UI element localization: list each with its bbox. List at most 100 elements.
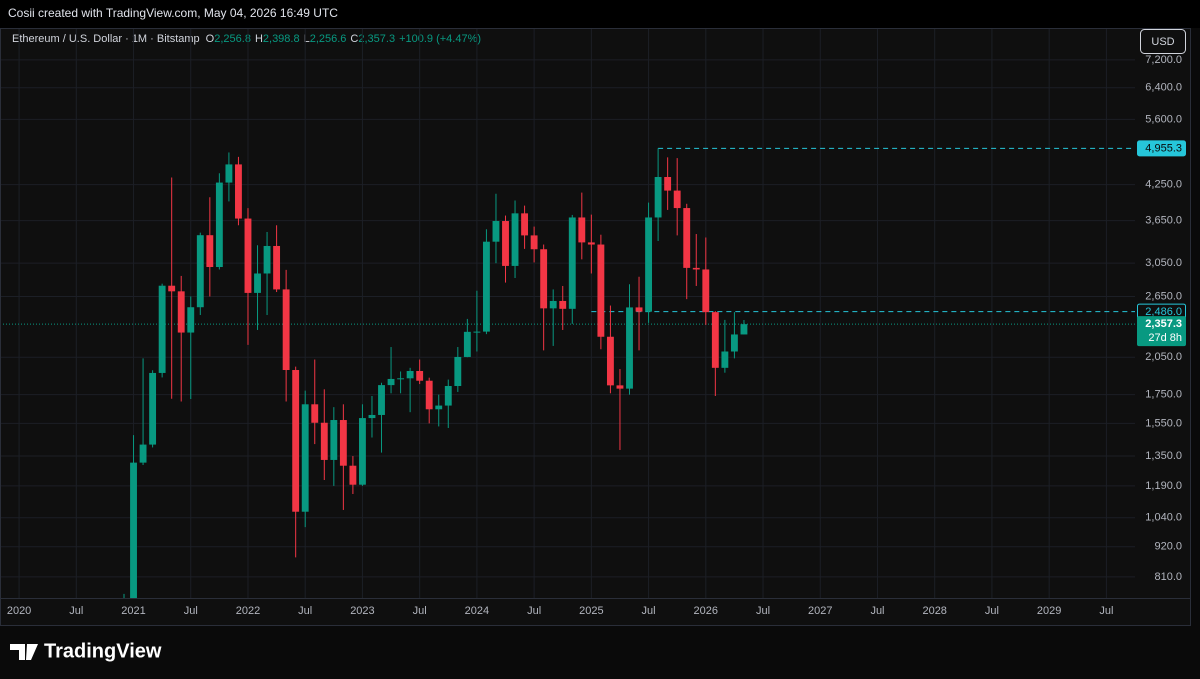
y-tick-label: 4,250.0 — [1145, 179, 1182, 191]
candle-body — [206, 235, 214, 268]
y-tick-label: 3,050.0 — [1145, 257, 1182, 269]
countdown: 27d 8h — [1148, 332, 1182, 344]
candle-body — [254, 273, 261, 293]
candle-body — [587, 242, 595, 245]
candle-body — [635, 307, 643, 312]
candle-body — [511, 213, 519, 266]
ohlc-value: 2,256.8 — [214, 33, 251, 45]
level-label-box — [1137, 140, 1186, 157]
candle-body — [645, 217, 653, 312]
currency-button[interactable] — [1140, 29, 1186, 54]
candle-body — [463, 331, 471, 357]
ohlc-key: H — [255, 33, 263, 45]
candle-body — [158, 285, 166, 373]
x-tick-label: 2021 — [121, 605, 145, 617]
y-tick-label: 920.0 — [1154, 541, 1182, 553]
ohlc-value: 2,256.6 — [310, 33, 347, 45]
candle-body — [149, 372, 157, 445]
level-label: 2,486.0 — [1145, 306, 1182, 318]
candle-body — [664, 177, 672, 191]
x-tick-label: 2024 — [465, 605, 489, 617]
candle-body — [502, 221, 509, 266]
x-tick-label: Jul — [69, 605, 83, 617]
x-tick-label: Jul — [756, 605, 770, 617]
candle-body — [168, 285, 176, 292]
candle-body — [568, 217, 576, 309]
candle-body — [339, 420, 347, 466]
x-tick-label: 2026 — [694, 605, 718, 617]
candle-body — [187, 307, 195, 333]
plot — [1, 29, 1135, 598]
x-tick-label: Jul — [184, 605, 198, 617]
candle-body — [549, 300, 557, 309]
candle-body — [397, 378, 405, 380]
x-tick-label: Jul — [870, 605, 884, 617]
candle-body — [359, 418, 366, 485]
candle-body — [244, 218, 252, 293]
y-tick-label: 1,750.0 — [1145, 389, 1182, 401]
candle-body — [540, 249, 548, 309]
ohlc-key: C — [350, 33, 358, 45]
y-tick-label: 5,600.0 — [1145, 113, 1182, 125]
y-tick-label: 810.0 — [1154, 571, 1182, 583]
x-tick-label: Jul — [642, 605, 656, 617]
y-tick-label: 3,650.0 — [1145, 215, 1182, 227]
candle-body — [368, 414, 376, 419]
candle-body — [435, 405, 443, 410]
x-tick-label: 2028 — [922, 605, 946, 617]
candle-body — [578, 217, 586, 243]
candle-body — [606, 336, 614, 386]
candle-body — [721, 351, 729, 368]
candle-body — [235, 164, 242, 219]
x-tick-label: 2027 — [808, 605, 832, 617]
ohlc-value: 2,398.8 — [263, 33, 300, 45]
candle-body — [139, 444, 147, 463]
level-label: 4,955.3 — [1145, 143, 1182, 155]
candle-body — [215, 182, 223, 268]
candle-body — [521, 213, 529, 236]
y-tick-label: 6,400.0 — [1145, 82, 1182, 94]
currency: USD — [1151, 36, 1174, 48]
candle-body — [740, 324, 748, 335]
x-tick-label: 2022 — [236, 605, 260, 617]
ohlc-value: 2,357.3 — [358, 33, 395, 45]
candle-body — [444, 386, 452, 406]
candle-body — [177, 291, 185, 333]
candle-body — [692, 267, 700, 270]
candle-body — [711, 312, 719, 368]
candle-body — [273, 245, 281, 290]
candle-body — [492, 221, 500, 242]
axes: 7,200.0 6,400.0 5,600.0 4,250.0 3,650.0 3,050… — [7, 54, 1186, 617]
candle-body — [349, 465, 357, 485]
top-bar — [0, 0, 1200, 28]
candle-body — [406, 370, 414, 379]
x-tick-label: Jul — [527, 605, 541, 617]
candle-body — [597, 244, 605, 337]
candle-body — [387, 378, 395, 386]
candle-body — [654, 177, 662, 218]
y-tick-label: 2,050.0 — [1145, 351, 1182, 363]
candle-body — [320, 422, 328, 460]
y-tick-label: 1,550.0 — [1145, 417, 1182, 429]
candle-body — [225, 164, 233, 183]
x-tick-label: 2020 — [7, 605, 31, 617]
candle-body — [482, 241, 490, 332]
x-tick-label: Jul — [1099, 605, 1113, 617]
candle-body — [425, 380, 433, 410]
candle-body — [311, 404, 319, 423]
x-tick-label: 2023 — [350, 605, 374, 617]
y-tick-label: 1,040.0 — [1145, 512, 1182, 524]
y-tick-label: 2,650.0 — [1145, 290, 1182, 302]
candle-body — [530, 235, 538, 250]
x-tick-label: Jul — [985, 605, 999, 617]
logo-dot — [27, 644, 33, 650]
y-tick-label: 1,190.0 — [1145, 480, 1182, 492]
candle-body — [673, 190, 681, 209]
candle-body — [282, 289, 290, 371]
last-price-label: 2,357.3 — [1145, 318, 1182, 330]
candle-body — [702, 269, 710, 313]
logo: TradingView — [10, 640, 162, 662]
candle-body — [473, 331, 481, 333]
legend-text: Ethereum / U.S. Dollar · 1M · Bitstamp O2… — [12, 33, 481, 45]
